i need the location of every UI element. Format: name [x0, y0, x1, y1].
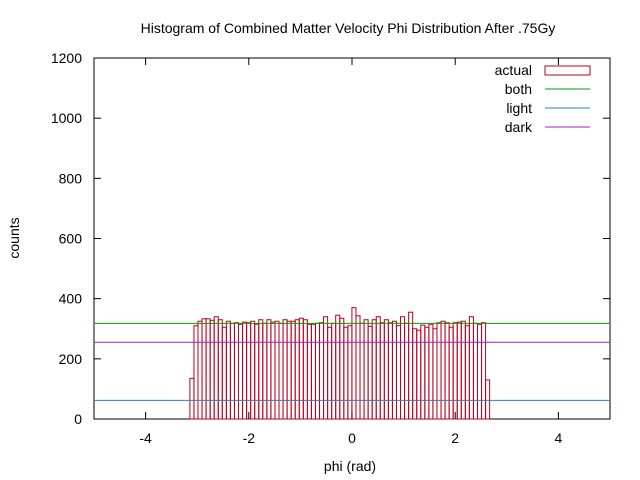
histogram-bar [306, 323, 312, 420]
histogram-bar [379, 322, 385, 420]
x-tick-label: 2 [451, 430, 459, 446]
histogram-bar [391, 320, 397, 420]
histogram-bar [444, 322, 450, 420]
x-tick-label: 0 [348, 430, 356, 446]
histogram-bar [420, 324, 426, 420]
y-axis-label: counts [6, 217, 22, 258]
histogram-bar [404, 322, 410, 420]
histogram-bar [456, 321, 462, 420]
histogram-bar [468, 316, 474, 420]
legend-swatch [544, 65, 591, 76]
histogram-bar [400, 316, 406, 420]
histogram-bar [213, 316, 219, 420]
reference-lines [94, 322, 610, 401]
histogram-bar [278, 322, 284, 420]
histogram-bar [254, 323, 260, 420]
histogram-bar [193, 325, 199, 420]
histogram-bar [310, 323, 316, 420]
x-tick-label: 4 [555, 430, 563, 446]
histogram-bar [189, 377, 195, 420]
histogram-bar [238, 323, 244, 420]
histogram-bar [481, 322, 487, 420]
x-tick-label: -2 [243, 430, 256, 446]
histogram-bar [290, 320, 296, 420]
histogram-bar [221, 326, 227, 420]
legend-label: both [505, 81, 532, 97]
histogram-bar [209, 319, 215, 420]
histogram-bar [246, 322, 252, 420]
histogram-bar [335, 314, 341, 420]
histogram-bar [416, 329, 422, 420]
histogram-bars [189, 307, 491, 420]
histogram-bar [217, 319, 223, 420]
histogram-bar [339, 317, 345, 420]
histogram-bar [371, 319, 377, 420]
chart-title: Histogram of Combined Matter Velocity Ph… [141, 20, 556, 36]
y-tick-label: 0 [74, 411, 82, 427]
histogram-bar [440, 320, 446, 420]
legend-label: dark [505, 119, 533, 135]
histogram-bar [266, 319, 272, 420]
y-tick-label: 600 [59, 231, 83, 247]
histogram-bar [229, 322, 235, 420]
histogram-bar [408, 311, 414, 420]
histogram-bar [383, 319, 389, 420]
histogram-bar [351, 307, 357, 420]
histogram-bar [424, 326, 430, 420]
histogram-bar [485, 379, 491, 420]
y-tick-label: 1200 [51, 50, 82, 66]
axes: 0 200 400 600 800 1000 1200 -4 -2 0 2 4 [51, 50, 610, 446]
legend: actual both light dark [495, 62, 591, 135]
legend-label: light [506, 100, 532, 116]
histogram-bar [270, 321, 276, 420]
histogram-bar [233, 322, 239, 420]
histogram-bar [448, 326, 454, 420]
y-tick-label: 400 [59, 291, 83, 307]
histogram-bar [331, 322, 337, 420]
histogram-bar [464, 325, 470, 420]
histogram-bar [367, 325, 373, 420]
y-tick-label: 800 [59, 170, 83, 186]
histogram-bar [274, 320, 280, 420]
histogram-bar [294, 319, 300, 420]
histogram-bar [302, 319, 308, 420]
x-tick-label: -4 [139, 430, 152, 446]
histogram-bar [201, 318, 207, 420]
histogram-bar [197, 320, 203, 420]
histogram-bar [298, 317, 304, 420]
legend-label: actual [495, 62, 532, 78]
histogram-bar [472, 322, 478, 420]
histogram-bar [375, 316, 381, 420]
histogram-bar [355, 315, 361, 420]
histogram-bar [428, 323, 434, 420]
histogram-bar [452, 322, 458, 420]
histogram-bar [286, 320, 292, 420]
histogram-bar [205, 318, 211, 420]
histogram-bar [314, 322, 321, 420]
histogram-bar [347, 325, 353, 420]
histogram-bar [460, 320, 466, 420]
y-tick-label: 1000 [51, 110, 82, 126]
histogram-bar [436, 322, 442, 420]
x-axis-label: phi (rad) [324, 458, 376, 474]
histogram-bar [395, 325, 402, 420]
histogram-bar [387, 322, 393, 420]
histogram-bar [262, 322, 268, 420]
histogram-bar [323, 316, 329, 420]
histogram-bar [319, 322, 325, 420]
histogram-bar [242, 321, 248, 420]
histogram-bar [343, 326, 349, 420]
histogram-bar [282, 319, 288, 420]
histogram-bar [363, 319, 369, 420]
histogram-bar [359, 322, 365, 420]
histogram-bar [225, 320, 231, 420]
histogram-bar [250, 320, 256, 420]
y-tick-label: 200 [59, 351, 83, 367]
histogram-bar [258, 319, 264, 420]
histogram-bar [327, 326, 333, 420]
histogram-bar [476, 323, 483, 420]
